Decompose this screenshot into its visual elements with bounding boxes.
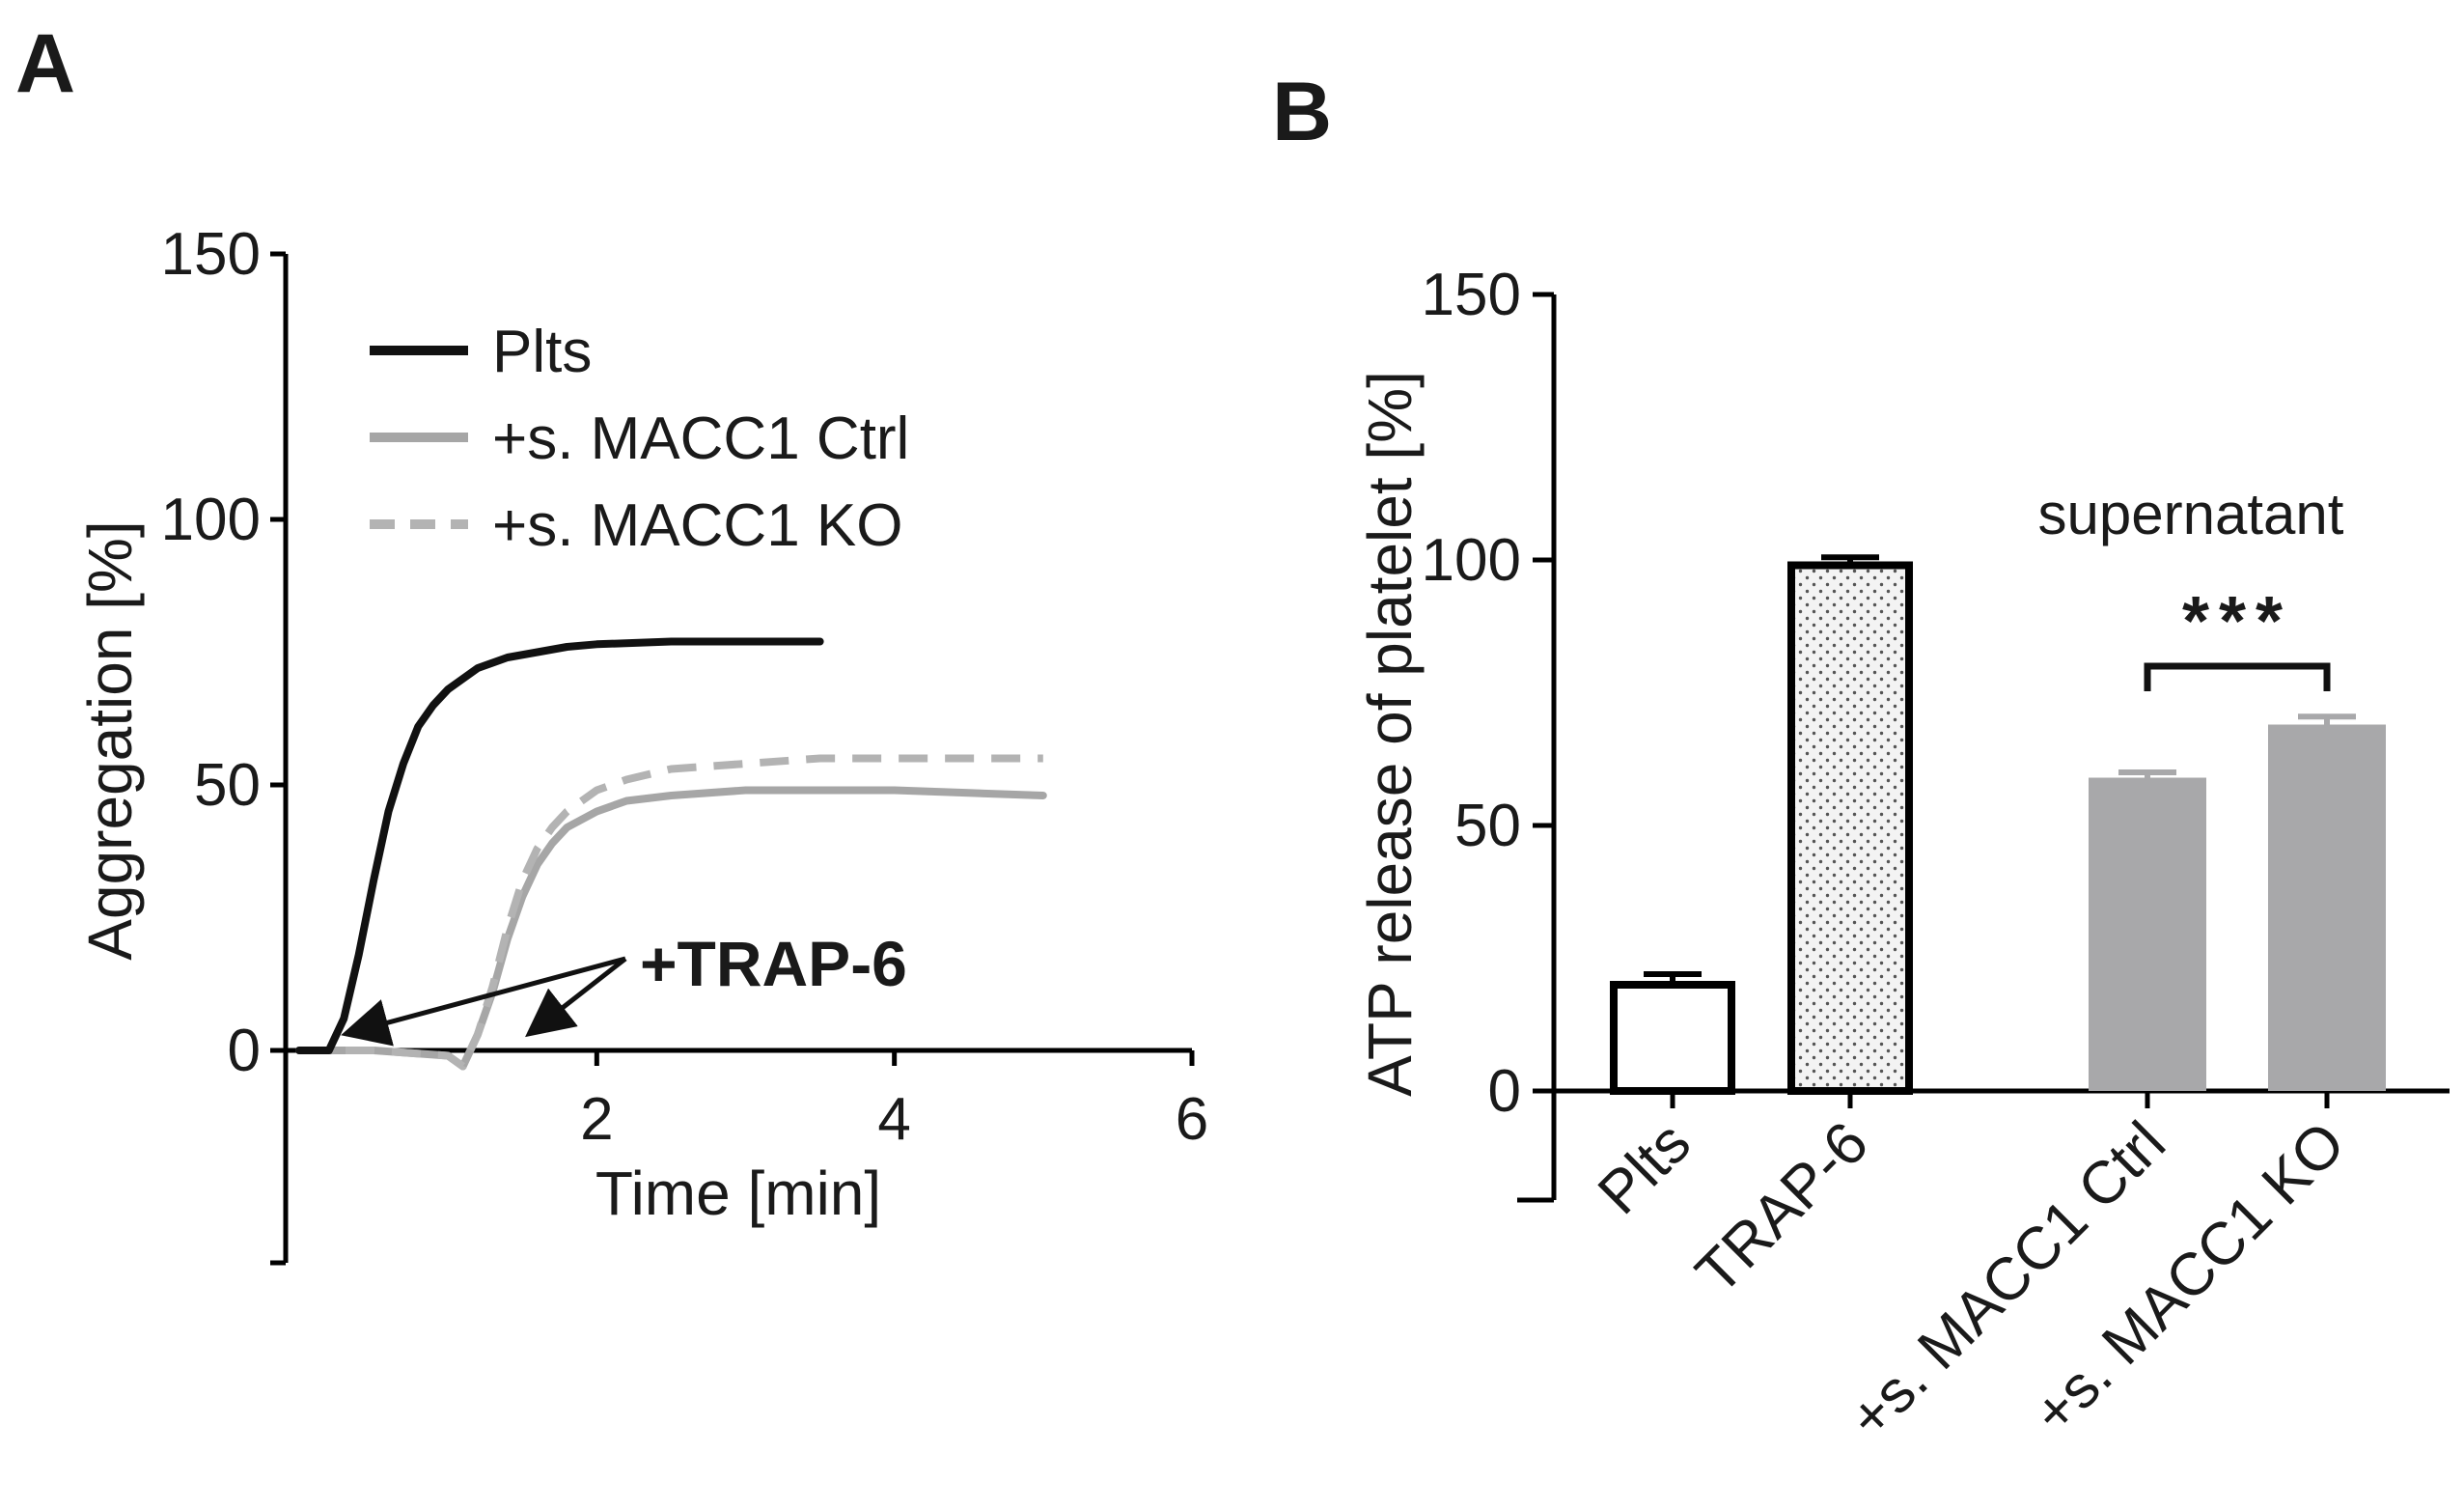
panel-a-series-group [295,637,1047,1071]
panel-b-bars-group [1610,554,2386,1095]
panel-b-label: B [1272,66,1332,158]
legend-label-plts: Plts [492,319,592,385]
panel-a-label: A [15,17,75,110]
panel-a-x-tick-label: 4 [877,1086,910,1153]
panel-b-y-axis-title: ATP release of platelet [%] [1355,371,1425,1097]
panel-b-y-tick-label: 50 [1454,793,1521,859]
panel-a-axes [270,251,1195,1266]
panel-a-y-tick-label: 0 [228,1018,261,1084]
category-label-s-macc1-ctrl: +s. MACC1 Ctrl [1836,1109,2178,1452]
significance-bracket-line [2144,662,2331,691]
panel-a-y-tick-label: 50 [194,752,261,819]
panel-b-y-tick-label: 0 [1488,1058,1521,1125]
significance-bracket: *** [2144,583,2331,691]
panel-b-y-tick-label: 150 [1422,262,1521,328]
line-series-s-macc1-ko [299,754,1043,1071]
bar-plts [1610,981,1735,1095]
trap6-label: +TRAP-6 [640,928,907,999]
bar-s-macc1-ctrl [2089,777,2206,1091]
panel-a-legend: Plts +s. MACC1 Ctrl +s. MACC1 KO [370,319,909,559]
category-label-trap-6: TRAP-6 [1683,1109,1881,1307]
panel-a-x-axis-title: Time [min] [595,1159,881,1228]
trap6-annotation: +TRAP-6 [341,928,907,1047]
panel-a-x-tick-label: 6 [1176,1086,1208,1153]
panel-a-y-axis-title: Aggregation [%] [75,520,145,960]
panel-a-y-tick-label: 150 [161,221,261,288]
trap6-arrow-2 [525,957,627,1038]
panel-a-x-tick-label: 2 [580,1086,613,1153]
panel-b-tick-labels: 0 50 100 150 [1422,262,1521,1125]
legend-label-macc1-ctrl: +s. MACC1 Ctrl [492,405,909,472]
panel-b-y-tick-label: 100 [1422,527,1521,594]
significance-stars: *** [2182,583,2292,660]
category-label-plts: Plts [1586,1109,1703,1227]
bar-group-trap-6 [1787,554,1913,1095]
category-label-s-macc1-ko: +s. MACC1 KO [2020,1109,2358,1447]
trap6-arrow-1 [341,956,626,1047]
panel-a-y-tick-label: 100 [161,487,261,553]
bar-group-plts [1610,971,1735,1095]
bar-group-s-macc1-ctrl [2089,769,2206,1091]
panel-b-bar-chart: 0 50 100 150 ATP release of platelet [%] Pl… [1355,262,2450,1452]
bar-trap-6 [1787,561,1913,1095]
panel-a-tick-labels: 0 50 100 150 2 4 6 [161,221,1209,1153]
line-series-plts [295,637,824,1054]
supernatant-group-label: supernatant [2038,482,2344,546]
bar-s-macc1-ko [2268,724,2386,1091]
bar-group-s-macc1-ko [2268,713,2386,1091]
legend-label-macc1-ko: +s. MACC1 KO [492,492,903,559]
